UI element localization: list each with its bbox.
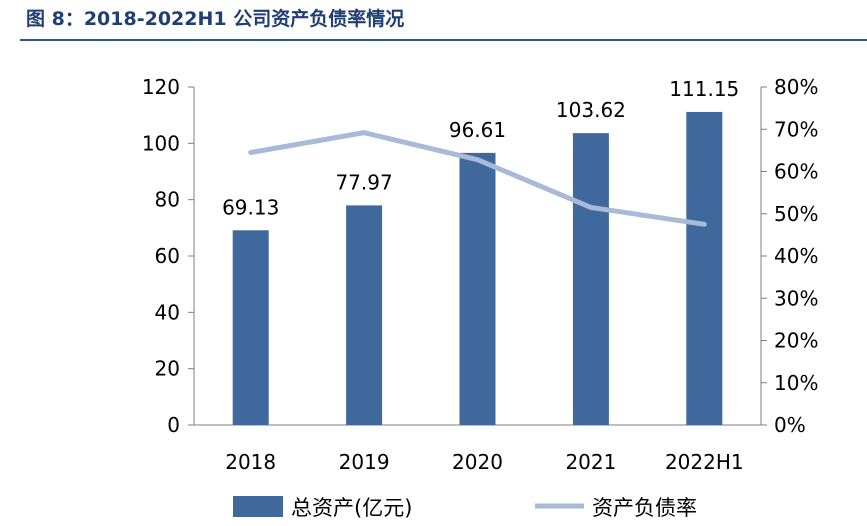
- bar-data-label: 111.15: [669, 77, 739, 101]
- right-y-tick-label: 80%: [774, 75, 818, 99]
- x-tick-label: 2019: [339, 450, 390, 474]
- right-y-tick-label: 50%: [774, 202, 818, 226]
- right-y-tick-label: 30%: [774, 286, 818, 310]
- bar-data-label: 103.62: [556, 98, 626, 122]
- x-tick-label: 2018: [225, 450, 276, 474]
- bar-data-label: 77.97: [335, 170, 392, 194]
- legend-swatch-bar: [233, 496, 283, 517]
- bar: [572, 133, 609, 425]
- x-tick-label: 2022H1: [665, 450, 744, 474]
- right-y-tick-label: 70%: [774, 117, 818, 141]
- left-y-tick-label: 100: [142, 131, 180, 155]
- right-y-tick-label: 60%: [774, 160, 818, 184]
- x-tick-label: 2021: [565, 450, 616, 474]
- figure-title: 图 8：2018-2022H1 公司资产负债率情况: [26, 8, 405, 30]
- right-y-tick-label: 20%: [774, 329, 818, 353]
- bar: [232, 230, 269, 425]
- x-tick-label: 2020: [452, 450, 503, 474]
- right-y-tick-label: 0%: [774, 413, 806, 437]
- left-y-tick-label: 0: [167, 413, 180, 437]
- bar: [459, 152, 496, 425]
- left-y-tick-label: 120: [142, 75, 180, 99]
- legend-label-line: 资产负债率: [592, 496, 697, 520]
- title-divider: [20, 39, 867, 41]
- left-y-tick-label: 80: [155, 188, 180, 212]
- bar: [346, 205, 383, 425]
- left-y-tick-label: 60: [155, 244, 180, 268]
- bar-data-label: 69.13: [222, 195, 279, 219]
- bar-data-label: 96.61: [449, 118, 506, 142]
- left-y-tick-label: 40: [155, 300, 180, 324]
- bar: [686, 111, 723, 426]
- right-y-tick-label: 10%: [774, 371, 818, 395]
- legend-label-bar: 总资产(亿元): [291, 496, 412, 520]
- right-y-tick-label: 40%: [774, 244, 818, 268]
- left-y-tick-label: 20: [155, 357, 180, 381]
